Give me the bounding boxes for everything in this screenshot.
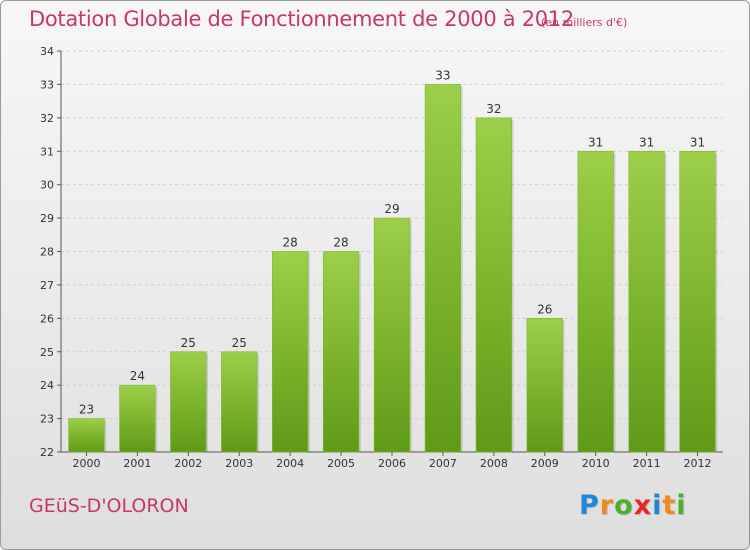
bar — [373, 217, 411, 453]
bar — [679, 150, 716, 453]
x-tick-label: 2012 — [684, 457, 712, 470]
y-tick-label: 22 — [40, 446, 54, 459]
chart-title: Dotation Globale de Fonctionnement de 20… — [29, 7, 574, 31]
data-label: 29 — [384, 202, 399, 216]
y-axis: 22 23 24 25 26 27 28 29 30 31 32 33 34 — [40, 45, 62, 459]
y-tick-label: 24 — [40, 379, 54, 392]
data-label: 25 — [232, 336, 247, 350]
x-tick-label: 2008 — [480, 457, 508, 470]
data-label: 31 — [690, 135, 705, 149]
data-labels: 23 24 25 25 28 28 29 33 32 26 31 31 31 — [79, 68, 705, 416]
proxiti-logo: Proxiti — [579, 490, 687, 521]
data-label: 26 — [537, 302, 552, 316]
bars — [68, 84, 718, 453]
chart-subtitle: (en milliers d'€) — [541, 16, 628, 29]
x-tick-label: 2009 — [531, 457, 559, 470]
data-label: 31 — [588, 135, 603, 149]
logo-letter: x — [633, 490, 653, 521]
data-label: 24 — [130, 369, 145, 383]
x-tick-label: 2010 — [582, 457, 610, 470]
bar — [221, 351, 258, 453]
bar — [424, 84, 462, 453]
data-label: 23 — [79, 403, 94, 417]
x-tick-label: 2000 — [72, 457, 100, 470]
y-tick-label: 33 — [40, 78, 54, 91]
y-tick-label: 32 — [40, 112, 54, 125]
x-axis: 2000 2001 2002 2003 2004 2005 2006 2007 2008 2009… — [61, 451, 723, 470]
logo-letter: P — [579, 490, 600, 521]
x-tick-label: 2005 — [327, 457, 355, 470]
x-tick-label: 2002 — [174, 457, 202, 470]
logo-letter: r — [599, 490, 615, 521]
bar — [68, 418, 105, 453]
bar — [475, 117, 512, 453]
logo-letter: i — [652, 490, 663, 521]
data-label: 33 — [435, 68, 450, 82]
data-label: 32 — [486, 102, 501, 116]
bar — [526, 318, 563, 453]
logo-letter: o — [614, 490, 634, 521]
data-label: 31 — [639, 135, 654, 149]
bar — [628, 150, 665, 453]
bar — [119, 384, 156, 453]
y-tick-label: 27 — [40, 279, 54, 292]
x-tick-label: 2011 — [633, 457, 661, 470]
x-tick-label: 2006 — [378, 457, 406, 470]
x-tick-label: 2001 — [123, 457, 151, 470]
y-tick-label: 26 — [40, 312, 54, 325]
x-tick-label: 2003 — [225, 457, 253, 470]
y-tick-label: 31 — [40, 145, 54, 158]
bar — [577, 150, 614, 453]
x-tick-label: 2007 — [429, 457, 457, 470]
data-label: 28 — [333, 236, 348, 250]
y-tick-label: 30 — [40, 179, 54, 192]
bar — [322, 251, 360, 453]
y-tick-label: 25 — [40, 346, 54, 359]
y-tick-label: 34 — [40, 45, 54, 58]
y-tick-label: 23 — [40, 413, 54, 426]
y-tick-label: 28 — [40, 246, 54, 259]
bar — [170, 351, 207, 453]
data-label: 25 — [181, 336, 196, 350]
x-tick-label: 2004 — [276, 457, 304, 470]
commune-name: GEüS-D'OLORON — [29, 495, 189, 517]
data-label: 28 — [283, 236, 298, 250]
logo-letter: t — [662, 490, 677, 521]
logo-letter: i — [676, 490, 687, 521]
bar — [272, 251, 309, 453]
y-tick-label: 29 — [40, 212, 54, 225]
